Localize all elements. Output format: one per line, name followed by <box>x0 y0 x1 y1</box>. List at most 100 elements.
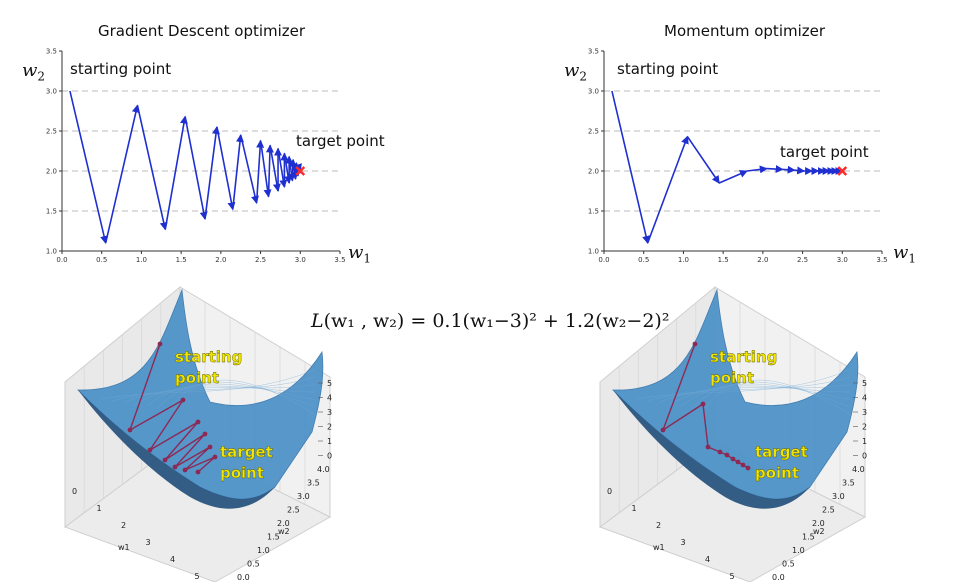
z-tick-label: 0 <box>327 452 332 461</box>
optimizer-path-point <box>660 427 666 433</box>
z-tick-label: 1 <box>327 437 332 446</box>
mom-path-segment <box>646 135 689 244</box>
surface-mesh-line <box>658 384 851 403</box>
optimizer-path-point <box>730 456 736 462</box>
gd-path-segment <box>231 134 244 210</box>
surface-mesh-line <box>647 376 851 401</box>
optimizer-path-point <box>740 462 746 468</box>
gd-y-tick-label: 2.0 <box>46 168 57 176</box>
loss-surface <box>612 288 859 500</box>
optimizer-path-point <box>195 469 201 475</box>
gd-y-tick-label: 3.0 <box>46 88 57 96</box>
w2-axis-label: w2 <box>813 527 825 536</box>
optimizer-path-point <box>147 447 153 453</box>
w2-tick-label: 0.5 <box>247 560 260 569</box>
w2-tick-label: 2.0 <box>812 519 825 528</box>
mom-chart-title: Momentum optimizer <box>664 22 826 40</box>
w1-tick-label: 3 <box>146 538 151 547</box>
gd-y-tick-label: 1.0 <box>46 248 57 256</box>
z-tick-label: 3 <box>327 408 332 417</box>
loss-formula-L: L <box>311 310 324 332</box>
optimizer-path-point <box>195 419 201 425</box>
mom-x-tick-label: 2.5 <box>797 256 808 264</box>
gd-chart-title: Gradient Descent optimizer <box>98 22 306 40</box>
mom-path-segment <box>611 90 650 244</box>
mom-x-tick-label: 3.5 <box>876 256 887 264</box>
surface-mesh-line <box>681 383 851 407</box>
mom-y-tick-label: 1.0 <box>588 248 599 256</box>
w2-tick-label: 3.5 <box>842 479 855 488</box>
w2-tick-label: 4.0 <box>317 465 330 474</box>
w2-tick-label: 0.0 <box>237 573 250 582</box>
mom-y-tick-label: 3.5 <box>588 48 599 56</box>
mom-x-tick-label: 0.5 <box>638 256 649 264</box>
optimizer-path-point <box>692 341 698 347</box>
gd-y-axis-label-main: w <box>22 60 38 81</box>
loss-surface <box>77 288 324 500</box>
z-tick-label: 2 <box>862 423 867 432</box>
w2-tick-label: 1.0 <box>792 546 805 555</box>
mom-x-axis-label: w1 <box>893 242 916 266</box>
optimizer-path-point <box>127 427 133 433</box>
w1-tick-label: 4 <box>170 555 175 564</box>
w1-tick-label: 2 <box>121 521 126 530</box>
gd-x-tick-label: 2.5 <box>255 256 266 264</box>
gd-y-tick-label: 3.5 <box>46 48 57 56</box>
surface-target-label-line1: target <box>755 443 808 461</box>
z-tick-label: 4 <box>327 394 332 403</box>
surface-mesh-line <box>157 381 316 409</box>
w1-axis-label: w1 <box>653 543 665 552</box>
surface-starting-label-line1: starting <box>175 348 242 366</box>
z-tick-label: 3 <box>862 408 867 417</box>
gd-y-tick-label: 2.5 <box>46 128 57 136</box>
gd-y-tick-label: 1.5 <box>46 208 57 216</box>
floor-pane <box>63 441 332 582</box>
w2-tick-label: 1.0 <box>257 546 270 555</box>
gd-x-axis-label-sub: 1 <box>363 251 372 266</box>
w1-tick-label: 1 <box>97 504 102 513</box>
mom-y-tick-label: 3.0 <box>588 88 599 96</box>
surface-mesh-line <box>123 384 316 403</box>
mom-path-segment <box>794 166 806 175</box>
w2-tick-label: 2.0 <box>277 519 290 528</box>
surface-mesh-line <box>669 385 851 405</box>
mom-x-axis-label-main: w <box>893 242 909 263</box>
w1-tick-label: 1 <box>632 504 637 513</box>
gd-path-segment <box>269 145 281 192</box>
loss-formula-eq: = 0.1(w₁−3)² + 1.2(w₂−2)² <box>404 310 670 332</box>
w2-tick-label: 3.0 <box>297 492 310 501</box>
z-tick-label: 4 <box>862 394 867 403</box>
optimizer-path-point <box>157 341 163 347</box>
optimizer-path-point <box>212 454 218 460</box>
floor-pane <box>598 441 867 582</box>
gd-path-segment <box>104 104 140 244</box>
gd-x-tick-label: 3.5 <box>334 256 345 264</box>
w2-tick-label: 0.5 <box>782 560 795 569</box>
gd-path-segment <box>259 140 272 198</box>
mom-chart-plot: 0.0 0.5 1.0 1.5 2.0 2.5 3.0 3.5 1.0 1.5 2.0 2.5 3.0 3… <box>588 48 888 265</box>
surface-mesh-line <box>112 376 316 401</box>
z-tick-label: 0 <box>862 452 867 461</box>
z-tick-label: 5 <box>327 379 332 388</box>
gd-path-segment <box>136 105 168 231</box>
surface-mesh-line <box>168 379 316 415</box>
surface-mesh-line <box>146 383 316 407</box>
optimizer-path-point <box>162 457 168 463</box>
optimizer-path-point <box>180 397 186 403</box>
surface-starting-label-line2: point <box>710 369 754 387</box>
gd-path-segment <box>164 115 188 230</box>
optimizer-path-point <box>700 401 706 407</box>
mom-x-tick-label: 1.5 <box>718 256 729 264</box>
mom-x-tick-label: 3.0 <box>837 256 848 264</box>
w2-tick-label: 3.0 <box>832 492 845 501</box>
w1-tick-label: 5 <box>195 572 200 581</box>
w1-tick-label: 3 <box>681 538 686 547</box>
mom-path-segment <box>718 170 748 184</box>
gd-chart-plot: 0.0 0.5 1.0 1.5 2.0 2.5 3.0 3.5 1.0 1.5 2.0 2.5 3.0 3… <box>46 48 346 265</box>
mom-path-segment <box>746 165 768 174</box>
gd-x-tick-label: 2.0 <box>215 256 226 264</box>
w1-tick-label: 4 <box>705 555 710 564</box>
loss-formula: L(w₁ , w₂) = 0.1(w₁−3)² + 1.2(w₂−2)² <box>311 310 669 332</box>
gd-path-segment <box>69 90 108 244</box>
gd-path-segment <box>239 134 259 204</box>
